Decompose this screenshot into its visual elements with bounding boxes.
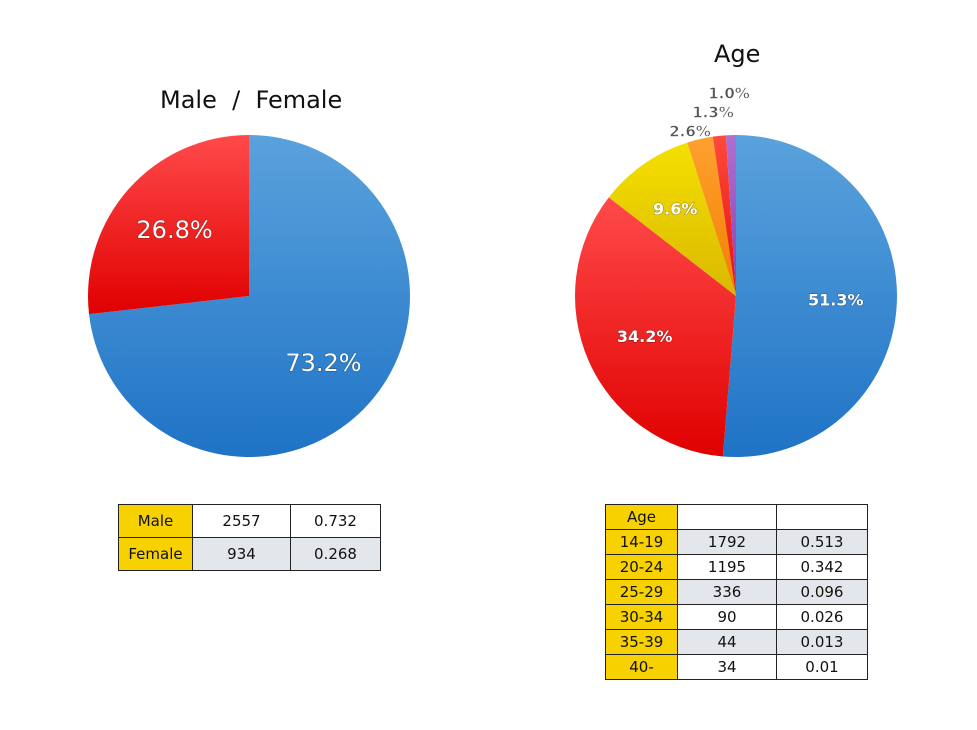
age-ratio-cell: 0.096: [776, 579, 868, 605]
age-label-cell: 20-24: [605, 554, 678, 580]
gender-count-cell: 2557: [192, 504, 291, 538]
slice-label: 26.8%: [136, 216, 212, 244]
slice-label: 1.0%: [708, 85, 750, 103]
age-count-header-cell: [677, 504, 777, 530]
table-row: 30-34 90 0.026: [605, 604, 868, 630]
age-ratio-cell: 0.01: [776, 654, 868, 680]
table-row: 40- 34 0.01: [605, 654, 868, 680]
table-row: 20-24 1195 0.342: [605, 554, 868, 580]
table-header-row: Age: [605, 504, 868, 530]
gender-pie: 73.2% 26.8%: [88, 135, 411, 457]
age-pie: 51.3% 34.2% 9.6% 2.6%1.3%1.0%: [574, 84, 897, 457]
age-count-cell: 34: [677, 654, 777, 680]
table-row: 25-29 336 0.096: [605, 579, 868, 605]
age-table: Age 14-19 1792 0.513 20-24 1195 0.342 25…: [605, 504, 868, 680]
age-count-cell: 90: [677, 604, 777, 630]
pie-slice-male: [89, 135, 411, 457]
age-label-cell: 14-19: [605, 529, 678, 555]
pie-slice-40: [725, 135, 736, 296]
age-label-cell: 30-34: [605, 604, 678, 630]
slice-label: 2.6%: [669, 123, 711, 141]
age-label-cell: 40-: [605, 654, 678, 680]
pie-charts: 73.2% 26.8% 51.3% 34.2% 9.6% 2.6%1.3%1.0%: [88, 84, 897, 457]
age-count-cell: 336: [677, 579, 777, 605]
slice-label: 34.2%: [617, 327, 673, 346]
pie-slice-25-29: [608, 142, 736, 296]
age-ratio-cell: 0.342: [776, 554, 868, 580]
pie-slice-female: [88, 135, 250, 315]
slice-label: 73.2%: [285, 349, 361, 377]
age-count-cell: 1792: [677, 529, 777, 555]
slice-label: 9.6%: [653, 199, 697, 218]
age-label-cell: 25-29: [605, 579, 678, 605]
age-ratio-header-cell: [776, 504, 868, 530]
pie-slice-30-34: [687, 136, 736, 296]
table-row: 14-19 1792 0.513: [605, 529, 868, 555]
gender-ratio-cell: 0.732: [290, 504, 381, 538]
table-row: Female 934 0.268: [118, 537, 381, 571]
gender-count-cell: 934: [192, 537, 291, 571]
gender-label-cell: Male: [118, 504, 193, 538]
age-count-cell: 44: [677, 629, 777, 655]
slice-label: 51.3%: [808, 291, 864, 310]
pie-slice-35-39: [712, 135, 736, 296]
table-row: Male 2557 0.732: [118, 504, 381, 538]
age-count-cell: 1195: [677, 554, 777, 580]
gender-chart-title: Male / Female: [160, 86, 343, 114]
pie-slice-20-24: [574, 197, 736, 457]
slice-label: 1.3%: [692, 104, 734, 122]
age-label-cell: 35-39: [605, 629, 678, 655]
age-ratio-cell: 0.026: [776, 604, 868, 630]
age-ratio-cell: 0.513: [776, 529, 868, 555]
table-row: 35-39 44 0.013: [605, 629, 868, 655]
age-ratio-cell: 0.013: [776, 629, 868, 655]
gender-table: Male 2557 0.732 Female 934 0.268: [118, 504, 381, 571]
age-header-cell: Age: [605, 504, 678, 530]
age-chart-title: Age: [714, 40, 761, 68]
pie-slice-14-19: [722, 135, 897, 457]
gender-ratio-cell: 0.268: [290, 537, 381, 571]
gender-label-cell: Female: [118, 537, 193, 571]
